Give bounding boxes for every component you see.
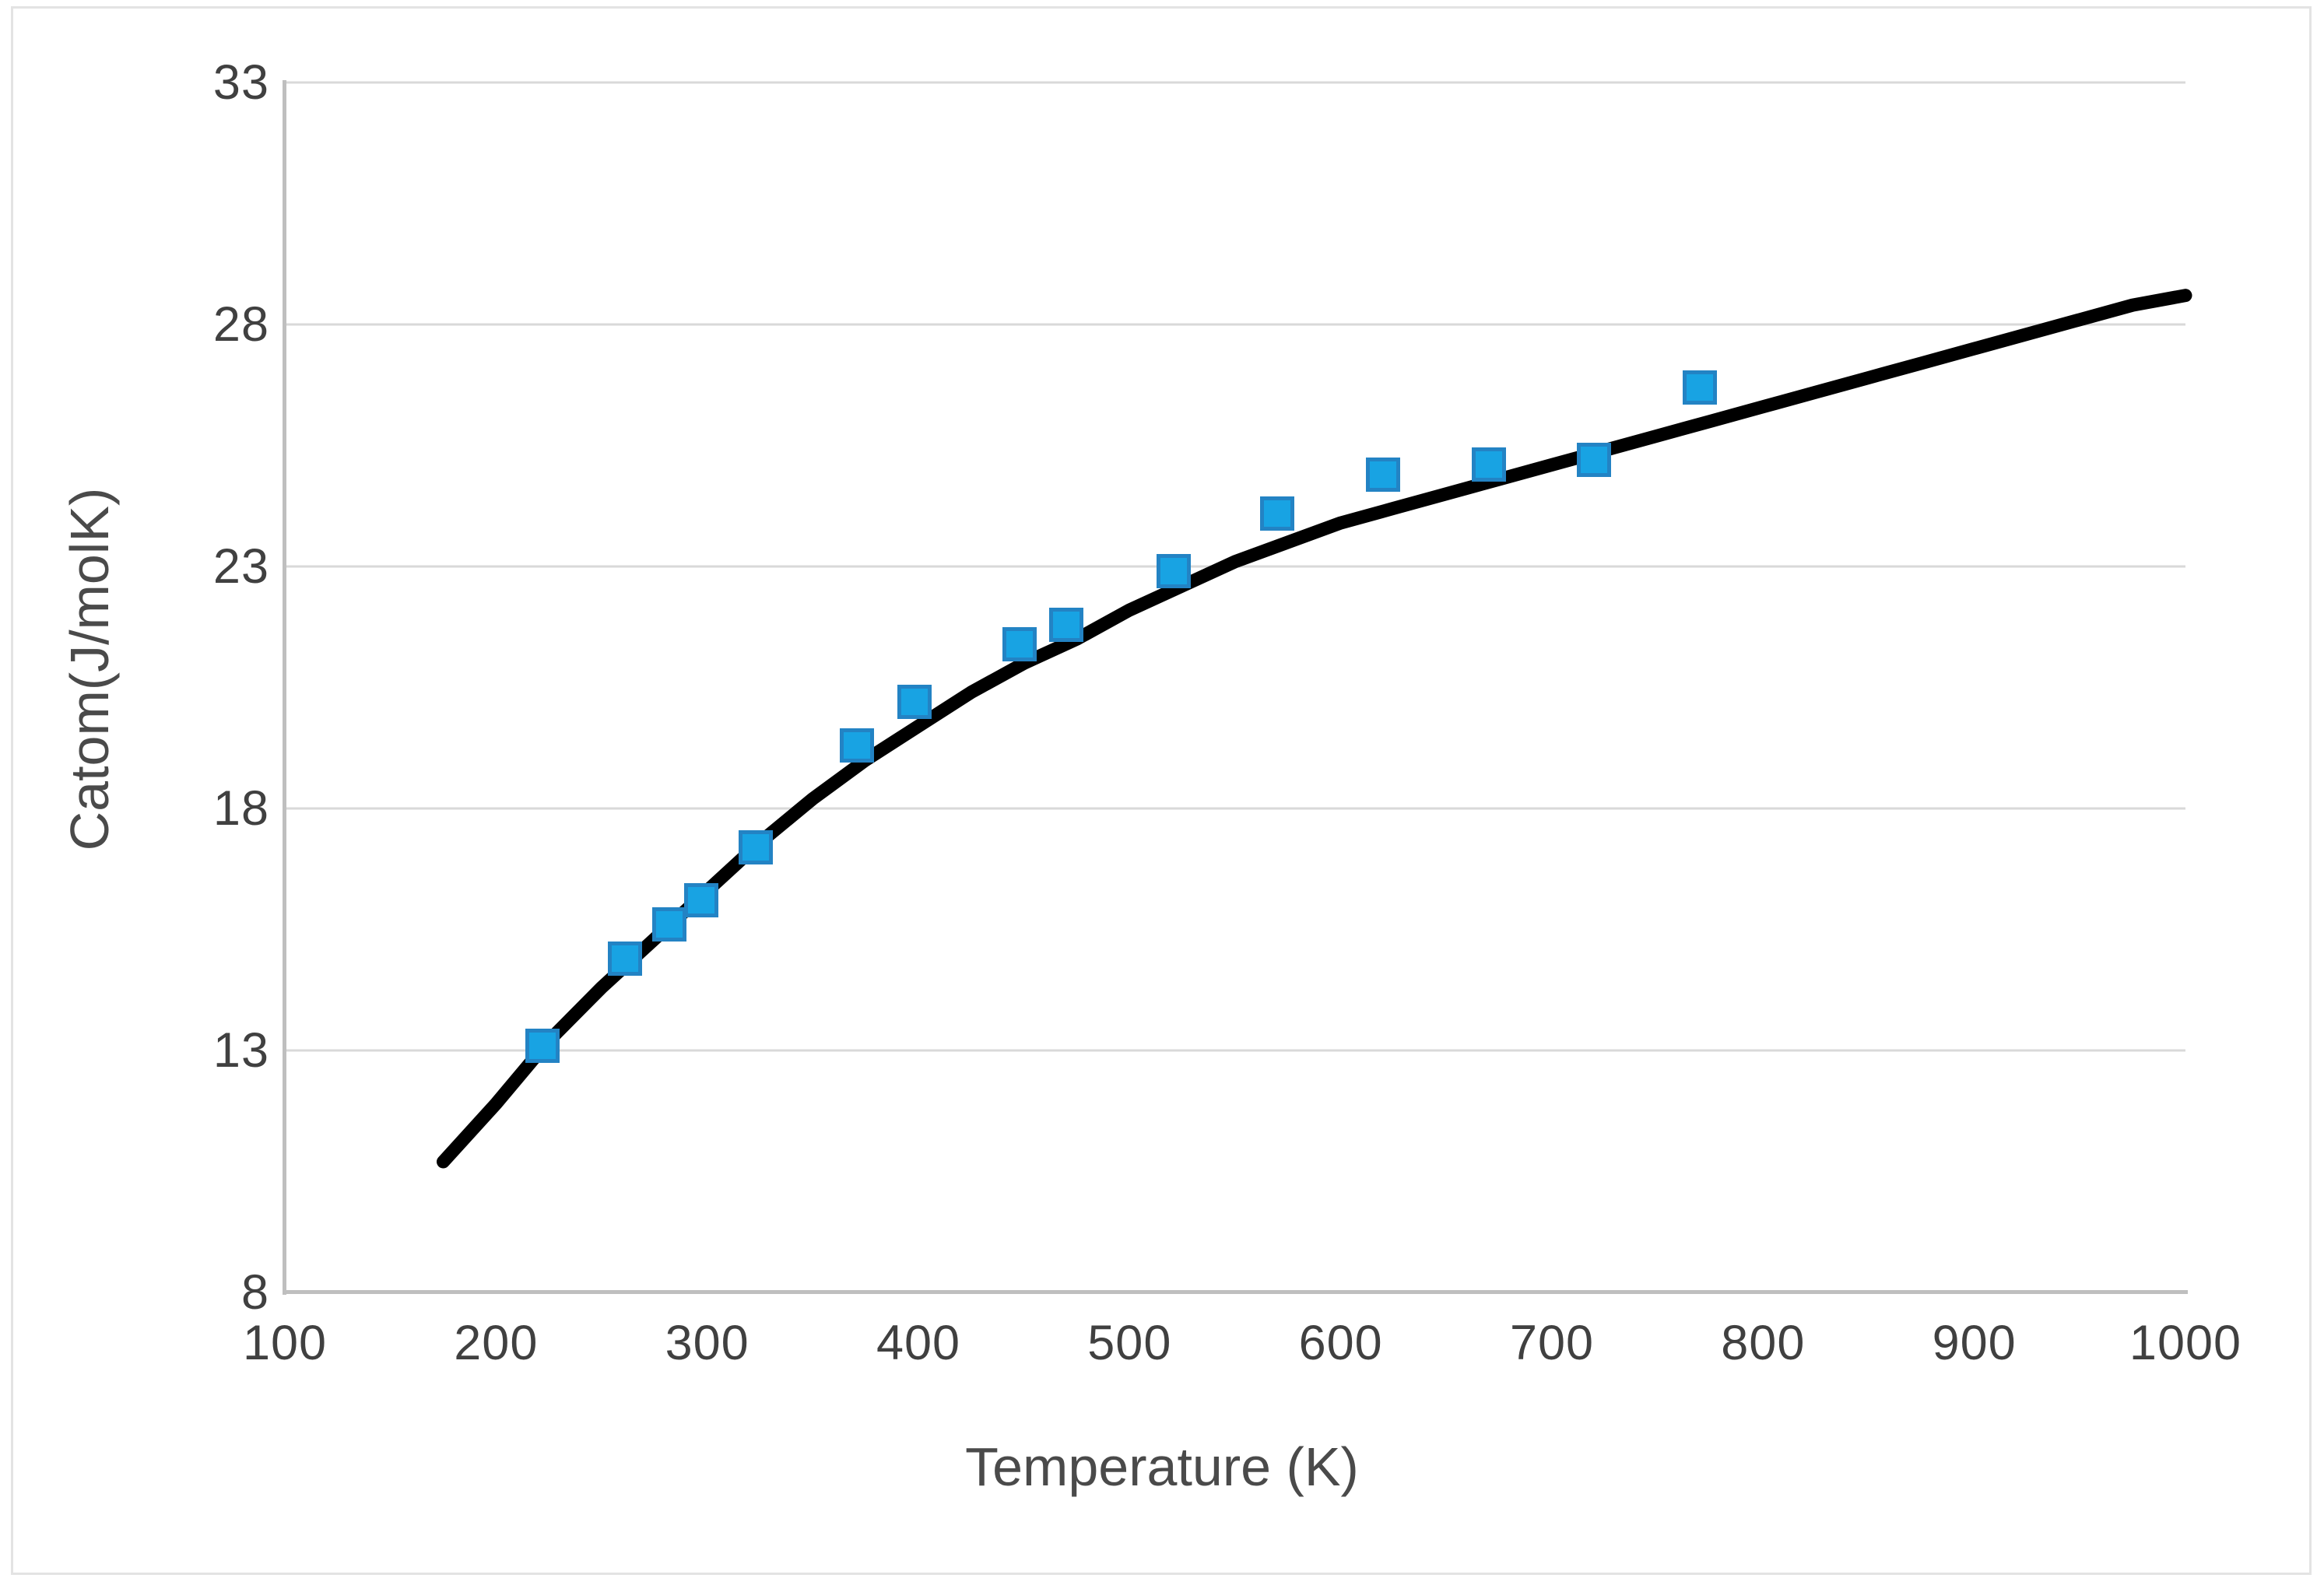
x-axis-tick-label: 300 bbox=[665, 1316, 750, 1370]
y-axis-tick-label: 8 bbox=[240, 1265, 269, 1320]
y-axis-line bbox=[283, 80, 286, 1295]
plot-area bbox=[285, 81, 2192, 1292]
x-axis-tick-label: 200 bbox=[454, 1316, 539, 1370]
data-point-marker bbox=[739, 829, 774, 864]
y-axis-tick-label: 23 bbox=[212, 539, 269, 594]
figure-border bbox=[11, 6, 2312, 1575]
y-axis-tick-label: 13 bbox=[212, 1023, 269, 1078]
data-point-marker bbox=[683, 883, 718, 918]
data-point-marker bbox=[840, 728, 875, 763]
y-axis-tick-label: 33 bbox=[212, 55, 269, 110]
x-axis-tick-label: 700 bbox=[1509, 1316, 1595, 1370]
y-axis-tick-label: 18 bbox=[212, 781, 269, 836]
data-point-marker bbox=[1157, 554, 1192, 589]
x-axis-title: Temperature (K) bbox=[965, 1436, 1359, 1497]
data-point-marker bbox=[1002, 626, 1037, 661]
data-point-marker bbox=[1577, 443, 1612, 478]
data-point-marker bbox=[1260, 496, 1295, 531]
y-axis-tick-label: 28 bbox=[212, 297, 269, 352]
data-point-marker bbox=[651, 907, 686, 942]
y-axis-title: Catom(J/molK) bbox=[59, 487, 120, 851]
data-point-marker bbox=[525, 1028, 560, 1063]
data-point-marker bbox=[897, 685, 932, 720]
x-axis-tick-label: 100 bbox=[242, 1316, 328, 1370]
data-point-marker bbox=[607, 941, 642, 976]
x-axis-tick-label: 400 bbox=[876, 1316, 961, 1370]
x-axis-tick-label: 600 bbox=[1298, 1316, 1383, 1370]
data-point-marker bbox=[1365, 457, 1400, 492]
data-point-marker bbox=[1048, 607, 1083, 642]
model-fit-line bbox=[437, 289, 2192, 1169]
series-svg bbox=[285, 81, 2192, 1169]
data-point-marker bbox=[1682, 370, 1717, 405]
x-axis-tick-label: 900 bbox=[1932, 1316, 2017, 1370]
x-axis-tick-label: 500 bbox=[1087, 1316, 1172, 1370]
x-axis-line bbox=[283, 1290, 2188, 1294]
x-axis-tick-label: 800 bbox=[1721, 1316, 1806, 1370]
data-point-marker bbox=[1471, 447, 1506, 482]
x-axis-tick-label: 1000 bbox=[2129, 1316, 2242, 1370]
